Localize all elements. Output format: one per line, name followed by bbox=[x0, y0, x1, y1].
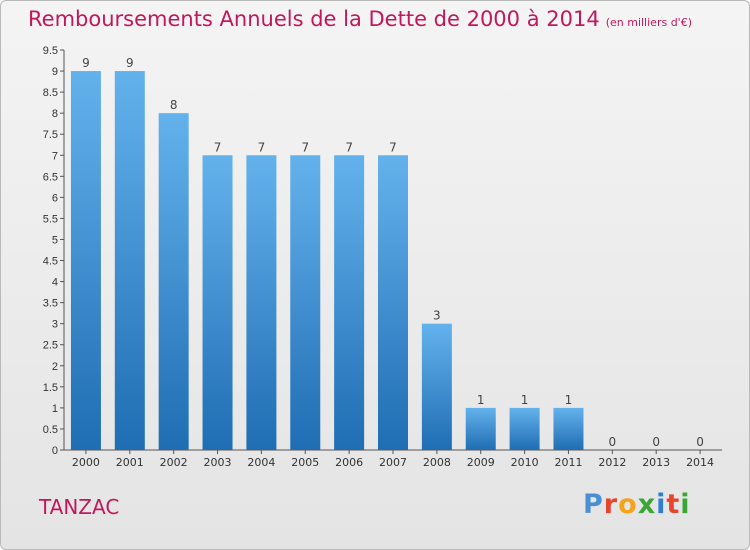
y-tick-label: 2.5 bbox=[43, 340, 58, 352]
x-tick-label: 2013 bbox=[642, 456, 670, 469]
logo-letter: t bbox=[666, 489, 681, 520]
x-tick-label: 2001 bbox=[116, 456, 144, 469]
x-tick-label: 2005 bbox=[291, 456, 319, 469]
chart-title: Remboursements Annuels de la Dette de 20… bbox=[28, 7, 692, 31]
bar bbox=[334, 155, 365, 450]
y-tick-label: 1.5 bbox=[43, 382, 58, 394]
y-tick-label: 4.5 bbox=[43, 256, 58, 268]
commune-name: TANZAC bbox=[39, 495, 120, 519]
bar bbox=[114, 71, 145, 450]
y-tick-label: 9 bbox=[52, 66, 58, 78]
y-tick-label: 6.5 bbox=[43, 171, 58, 183]
logo-letter: i bbox=[680, 489, 691, 520]
bar bbox=[202, 155, 233, 450]
bar bbox=[70, 71, 101, 450]
y-tick-label: 9.5 bbox=[43, 45, 58, 57]
x-tick-label: 2008 bbox=[423, 456, 451, 469]
chart-subtitle: (en milliers d'€) bbox=[605, 16, 692, 29]
logo-letter: o bbox=[618, 489, 638, 520]
x-tick-label: 2009 bbox=[467, 456, 495, 469]
value-label: 9 bbox=[126, 56, 134, 70]
value-label: 3 bbox=[433, 309, 441, 323]
x-tick-label: 2002 bbox=[160, 456, 188, 469]
value-label: 1 bbox=[565, 393, 573, 407]
y-tick-label: 1 bbox=[52, 403, 58, 415]
y-tick-label: 5 bbox=[52, 234, 58, 246]
y-tick-label: 4 bbox=[52, 277, 58, 289]
bar bbox=[465, 407, 496, 450]
y-tick-label: 6 bbox=[52, 192, 58, 204]
bar bbox=[509, 407, 540, 450]
value-label: 8 bbox=[170, 98, 178, 112]
y-tick-label: 8.5 bbox=[43, 87, 58, 99]
value-label: 7 bbox=[389, 140, 397, 154]
value-label: 0 bbox=[652, 435, 660, 449]
y-tick-label: 0 bbox=[52, 445, 58, 457]
y-tick-label: 7.5 bbox=[43, 129, 58, 141]
value-label: 9 bbox=[82, 56, 90, 70]
value-label: 7 bbox=[345, 140, 353, 154]
value-label: 1 bbox=[477, 393, 485, 407]
logo-letter: i bbox=[656, 489, 667, 520]
proxiti-logo: Proxiti bbox=[583, 489, 691, 520]
y-tick-label: 2 bbox=[52, 361, 58, 373]
bar bbox=[246, 155, 277, 450]
value-label: 7 bbox=[258, 140, 266, 154]
bar bbox=[553, 407, 584, 450]
value-label: 7 bbox=[214, 140, 222, 154]
value-label: 0 bbox=[696, 435, 704, 449]
y-tick-label: 3.5 bbox=[43, 298, 58, 310]
x-tick-label: 2000 bbox=[72, 456, 100, 469]
y-tick-label: 5.5 bbox=[43, 213, 58, 225]
y-tick-label: 3 bbox=[52, 319, 58, 331]
value-label: 1 bbox=[521, 393, 529, 407]
bar bbox=[290, 155, 321, 450]
bar bbox=[421, 323, 452, 450]
bar bbox=[158, 113, 189, 450]
x-tick-label: 2014 bbox=[686, 456, 714, 469]
x-tick-label: 2010 bbox=[511, 456, 539, 469]
x-tick-label: 2006 bbox=[335, 456, 363, 469]
logo-letter: x bbox=[637, 489, 657, 520]
bar bbox=[378, 155, 408, 450]
x-tick-label: 2007 bbox=[379, 456, 407, 469]
x-tick-label: 2012 bbox=[598, 456, 626, 469]
value-label: 7 bbox=[301, 140, 309, 154]
logo-letter: r bbox=[603, 489, 619, 520]
value-label: 0 bbox=[609, 435, 617, 449]
logo-letter: P bbox=[583, 489, 604, 520]
x-tick-label: 2004 bbox=[247, 456, 275, 469]
y-tick-label: 0.5 bbox=[43, 424, 58, 436]
y-tick-label: 8 bbox=[52, 108, 58, 120]
x-tick-label: 2011 bbox=[554, 456, 582, 469]
x-tick-label: 2003 bbox=[204, 456, 232, 469]
y-tick-label: 7 bbox=[52, 150, 58, 162]
